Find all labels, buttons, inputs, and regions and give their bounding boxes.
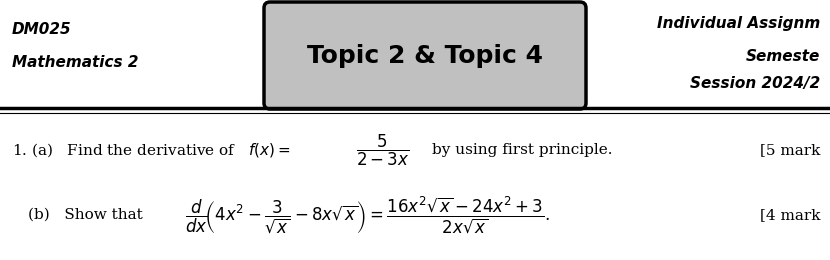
Text: DM025: DM025: [12, 22, 71, 37]
Text: Topic 2 & Topic 4: Topic 2 & Topic 4: [307, 43, 543, 68]
FancyBboxPatch shape: [264, 2, 586, 109]
Text: 1. (a)   Find the derivative of   $f(x)=$: 1. (a) Find the derivative of $f(x)=$: [12, 141, 290, 159]
Text: by using first principle.: by using first principle.: [432, 143, 613, 157]
Text: Mathematics 2: Mathematics 2: [12, 55, 139, 70]
Text: [4 mark: [4 mark: [759, 208, 820, 222]
Text: Session 2024/2: Session 2024/2: [690, 76, 820, 91]
Text: $\dfrac{5}{2-3x}$: $\dfrac{5}{2-3x}$: [356, 132, 409, 168]
Text: Individual Assignm: Individual Assignm: [657, 16, 820, 31]
Text: [5 mark: [5 mark: [759, 143, 820, 157]
Text: (b)   Show that: (b) Show that: [28, 208, 143, 222]
Text: Semeste: Semeste: [745, 49, 820, 64]
Text: $\dfrac{d}{dx}\!\left(4x^2 - \dfrac{3}{\sqrt{x}} - 8x\sqrt{x}\right) = \dfrac{16: $\dfrac{d}{dx}\!\left(4x^2 - \dfrac{3}{\…: [185, 194, 550, 236]
